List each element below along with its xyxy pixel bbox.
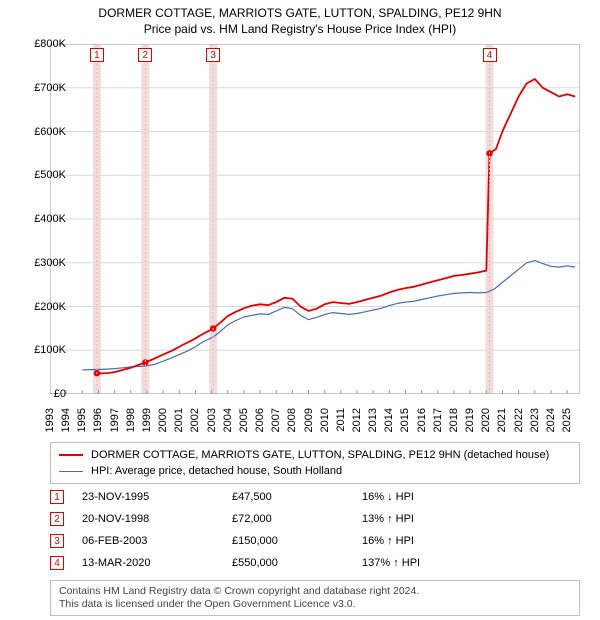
transaction-price: £72,000 [232,513,362,525]
event-marker: 4 [483,48,497,62]
legend-swatch-hpi [59,471,83,472]
transaction-marker: 4 [50,556,64,570]
chart-container: DORMER COTTAGE, MARRIOTS GATE, LUTTON, S… [0,0,600,620]
transaction-marker: 3 [50,534,64,548]
transaction-diff: 13% ↑ HPI [362,513,414,525]
transaction-marker: 1 [50,490,64,504]
transaction-date: 06-FEB-2003 [82,535,232,547]
transaction-price: £47,500 [232,491,362,503]
y-tick-label: £100K [20,344,66,356]
chart-area [50,44,580,394]
title-block: DORMER COTTAGE, MARRIOTS GATE, LUTTON, S… [0,0,600,36]
transaction-row: 4 13-MAR-2020£550,000137% ↑ HPI [50,552,580,574]
transaction-row: 2 20-NOV-1998£72,00013% ↑ HPI [50,508,580,530]
chart-title-sub: Price paid vs. HM Land Registry's House … [0,22,600,36]
event-marker: 3 [206,48,220,62]
footer-line-2: This data is licensed under the Open Gov… [59,598,571,611]
transaction-date: 23-NOV-1995 [82,491,232,503]
y-tick-label: £300K [20,257,66,269]
footer-line-1: Contains HM Land Registry data © Crown c… [59,585,571,598]
legend-row-hpi: HPI: Average price, detached house, Sout… [59,463,571,479]
y-tick-label: £0 [20,388,66,400]
transaction-diff: 16% ↓ HPI [362,491,414,503]
legend-label-hpi: HPI: Average price, detached house, Sout… [91,465,342,477]
transaction-diff: 16% ↑ HPI [362,535,414,547]
y-tick-label: £500K [20,169,66,181]
transaction-diff: 137% ↑ HPI [362,557,420,569]
transaction-row: 1 23-NOV-1995£47,50016% ↓ HPI [50,486,580,508]
transactions-table: 1 23-NOV-1995£47,50016% ↓ HPI 2 20-NOV-1998… [50,486,580,574]
transaction-date: 13-MAR-2020 [82,557,232,569]
event-marker: 1 [90,48,104,62]
y-tick-label: £700K [20,82,66,94]
chart-title-main: DORMER COTTAGE, MARRIOTS GATE, LUTTON, S… [0,6,600,20]
transaction-marker: 2 [50,512,64,526]
transaction-date: 20-NOV-1998 [82,513,232,525]
event-marker: 2 [138,48,152,62]
transaction-price: £150,000 [232,535,362,547]
y-tick-label: £800K [20,38,66,50]
legend-row-property: DORMER COTTAGE, MARRIOTS GATE, LUTTON, S… [59,447,571,463]
legend-label-property: DORMER COTTAGE, MARRIOTS GATE, LUTTON, S… [91,449,549,461]
y-tick-label: £600K [20,126,66,138]
legend-box: DORMER COTTAGE, MARRIOTS GATE, LUTTON, S… [50,442,580,484]
transaction-price: £550,000 [232,557,362,569]
footer-box: Contains HM Land Registry data © Crown c… [50,580,580,616]
y-tick-label: £200K [20,301,66,313]
legend-swatch-property [59,454,83,456]
transaction-row: 3 06-FEB-2003£150,00016% ↑ HPI [50,530,580,552]
chart-svg [50,44,580,394]
y-tick-label: £400K [20,213,66,225]
